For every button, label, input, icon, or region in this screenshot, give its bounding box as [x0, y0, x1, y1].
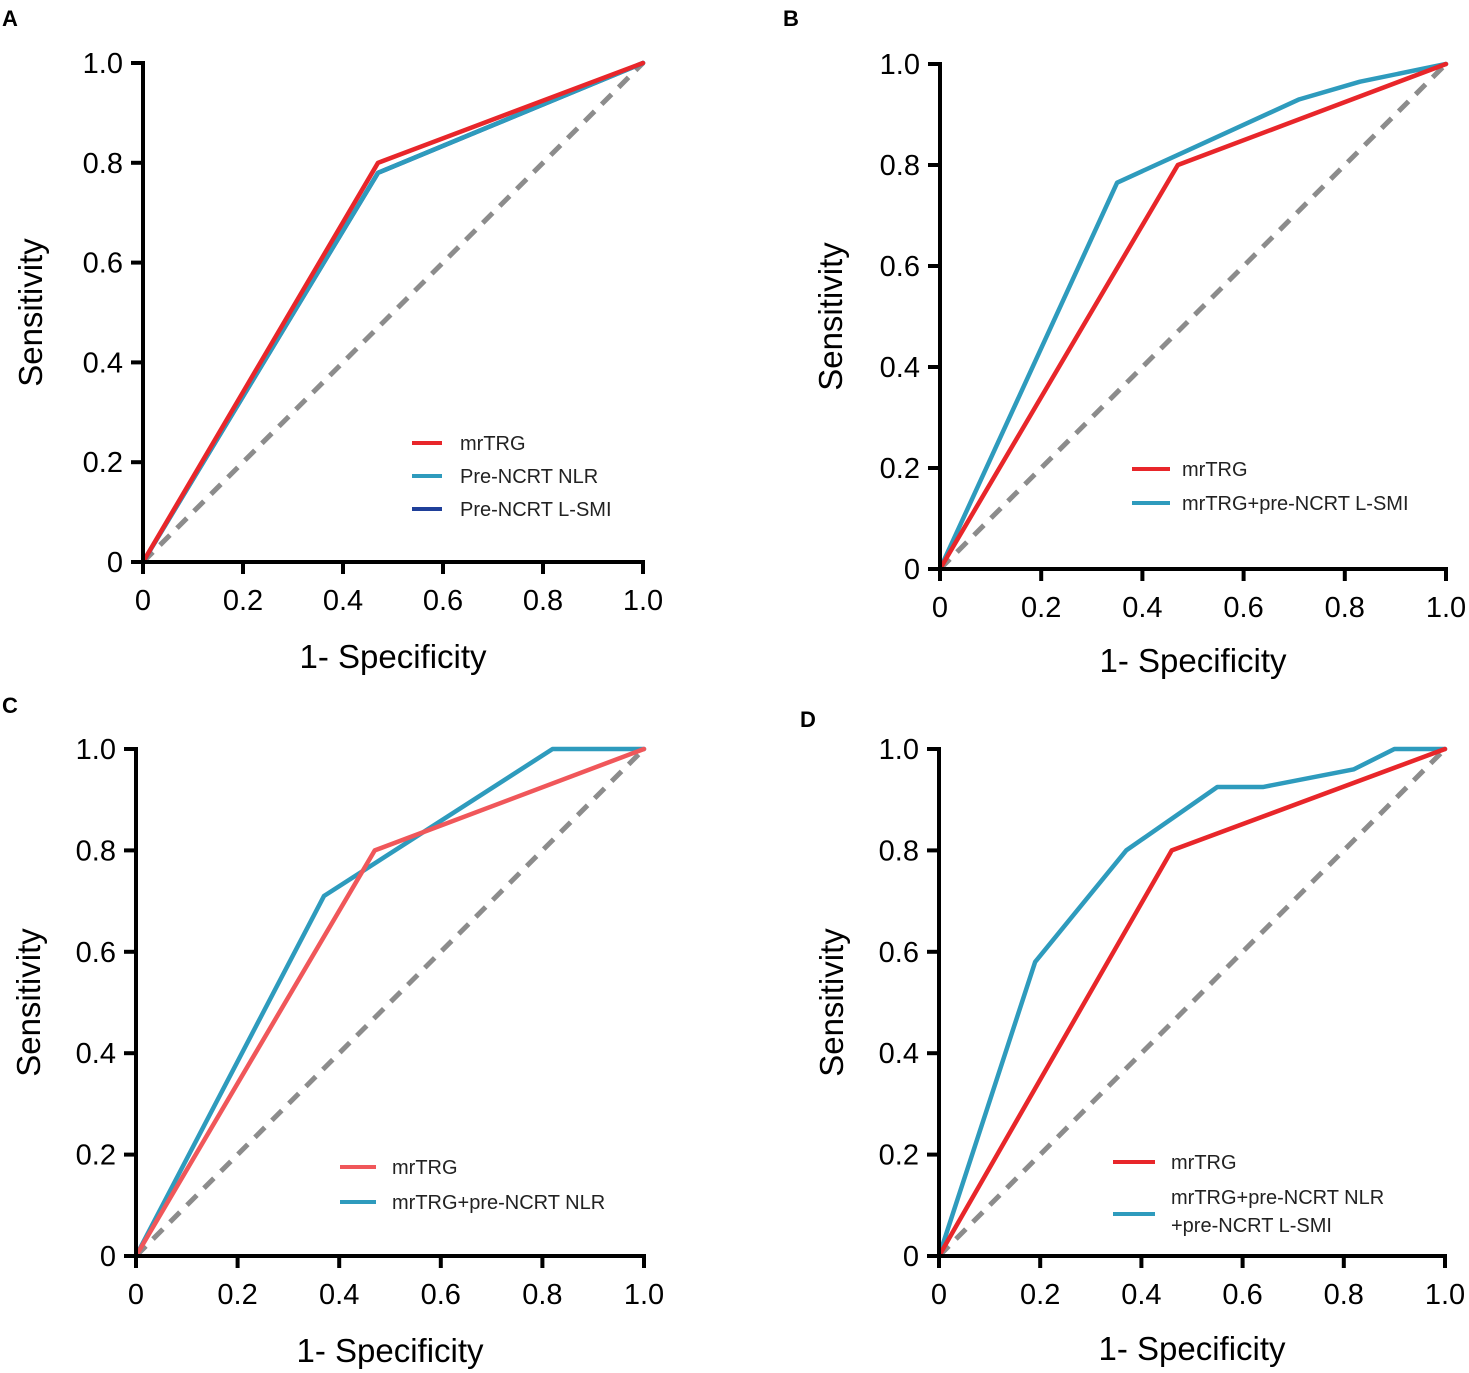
- x-tick-label: 0.6: [1222, 1279, 1262, 1311]
- y-tick-label: 0.4: [880, 352, 920, 384]
- chart-panel-b: B 0 0.2 0.4 0.6 0.8 1.0 0 0.2 0.4 0.6 0.8 1.0 Sensiti…: [783, 6, 1466, 679]
- series-line-1: [937, 61, 1449, 572]
- series-line-0: [936, 746, 1448, 1259]
- legend-label: Pre-NCRT L-SMI: [460, 499, 612, 521]
- y-axis-title: Sensitivity: [10, 928, 47, 1077]
- y-tick-label: 0.6: [76, 937, 116, 969]
- y-tick-label: 0.2: [879, 1140, 919, 1172]
- y-tick-label: 0.2: [880, 453, 920, 485]
- y-tick-label: 0.6: [83, 248, 123, 280]
- x-tick-label: 0.6: [423, 585, 463, 617]
- y-tick-label: 0: [100, 1241, 116, 1273]
- reference-diagonal: [141, 61, 645, 564]
- y-tick-label: 0.6: [880, 251, 920, 283]
- panel-letter: B: [783, 6, 799, 31]
- legend: mrTRG mrTRG+pre-NCRT NLR: [340, 1157, 605, 1214]
- y-tick-label: 0.2: [83, 447, 123, 479]
- series-line-0: [133, 746, 647, 1259]
- y-tick-label: 0: [904, 554, 920, 586]
- x-tick-label: 1.0: [623, 585, 663, 617]
- x-tick-label: 0.4: [319, 1279, 359, 1311]
- chart-panel-c: C 0 0.2 0.4 0.6 0.8 1.0 0 0.2 0.4 0.6 0.8 1.0 Sensiti…: [2, 693, 664, 1369]
- legend-label: mrTRG+pre-NCRT NLR: [1171, 1187, 1384, 1209]
- x-tick-label: 0.4: [323, 585, 363, 617]
- y-tick-label: 1.0: [879, 734, 919, 766]
- legend-label: mrTRG+pre-NCRT NLR: [392, 1192, 605, 1214]
- x-tick-label: 0: [931, 1279, 947, 1311]
- panel-letter: C: [2, 693, 18, 718]
- y-axis-title: Sensitivity: [813, 928, 850, 1077]
- x-tick-label: 0.2: [217, 1279, 257, 1311]
- x-tick-label: 0.8: [1324, 1279, 1364, 1311]
- y-tick-label: 0.2: [76, 1140, 116, 1172]
- x-axis-title: 1- Specificity: [1098, 1330, 1286, 1367]
- legend: mrTRG Pre-NCRT NLR Pre-NCRT L-SMI: [412, 433, 612, 521]
- x-tick-label: 0.6: [1223, 592, 1263, 624]
- y-tick-label: 1.0: [83, 48, 123, 80]
- legend-label: mrTRG+pre-NCRT L-SMI: [1182, 493, 1409, 515]
- series-line-0: [937, 61, 1449, 572]
- x-tick-label: 0.8: [522, 1279, 562, 1311]
- legend-label: mrTRG: [392, 1157, 458, 1179]
- reference-diagonal: [937, 747, 1447, 1258]
- y-tick-label: 0.4: [879, 1038, 919, 1070]
- y-tick-label: 0.8: [76, 835, 116, 867]
- y-axis-title: Sensitivity: [812, 242, 849, 391]
- legend: mrTRG mrTRG+pre-NCRT NLR +pre-NCRT L-SMI: [1113, 1152, 1384, 1237]
- x-tick-label: 0: [135, 585, 151, 617]
- x-tick-label: 0.6: [421, 1279, 461, 1311]
- y-tick-label: 0.4: [83, 347, 123, 379]
- x-tick-label: 0: [932, 592, 948, 624]
- x-axis-title: 1- Specificity: [296, 1332, 484, 1369]
- x-tick-label: 0.2: [1021, 592, 1061, 624]
- y-tick-label: 0.8: [879, 835, 919, 867]
- x-tick-label: 0.2: [1020, 1279, 1060, 1311]
- legend-label: mrTRG: [1182, 459, 1248, 481]
- x-tick-label: 1.0: [1426, 592, 1466, 624]
- series-line-1: [133, 746, 647, 1259]
- x-tick-label: 1.0: [1425, 1279, 1465, 1311]
- x-axis-title: 1- Specificity: [1099, 642, 1287, 679]
- reference-diagonal: [134, 747, 646, 1258]
- y-tick-label: 0.8: [880, 150, 920, 182]
- x-axis-title: 1- Specificity: [299, 638, 487, 675]
- legend-label: +pre-NCRT L-SMI: [1171, 1215, 1332, 1237]
- y-tick-label: 0.8: [83, 148, 123, 180]
- y-tick-label: 0.6: [879, 937, 919, 969]
- x-tick-label: 1.0: [624, 1279, 664, 1311]
- y-tick-label: 0.4: [76, 1038, 116, 1070]
- y-tick-label: 1.0: [880, 49, 920, 81]
- series-line-2: [140, 60, 646, 565]
- y-axis-title: Sensitivity: [12, 238, 49, 387]
- legend-label: mrTRG: [460, 433, 526, 455]
- chart-panel-a: A 0 0.2 0.4 0.6 0.8 1.0 0 0.2 0.4 0.6 0.8 1.0 Sensiti…: [2, 6, 663, 675]
- x-tick-label: 0.2: [223, 585, 263, 617]
- chart-panel-d: D 0 0.2 0.4 0.6 0.8 1.0 0 0.2 0.4 0.6 0.8 1.0 Sensiti…: [800, 707, 1465, 1367]
- legend-label: Pre-NCRT NLR: [460, 466, 598, 488]
- x-tick-label: 0.4: [1121, 1279, 1161, 1311]
- y-tick-label: 0: [903, 1241, 919, 1273]
- series-line-1: [936, 746, 1448, 1259]
- x-tick-label: 0.8: [523, 585, 563, 617]
- legend-label: mrTRG: [1171, 1152, 1237, 1174]
- x-tick-label: 0: [128, 1279, 144, 1311]
- panel-letter: A: [2, 6, 18, 31]
- panel-letter: D: [800, 707, 816, 732]
- x-tick-label: 0.8: [1325, 592, 1365, 624]
- x-tick-label: 0.4: [1122, 592, 1162, 624]
- y-tick-label: 0: [107, 547, 123, 579]
- y-tick-label: 1.0: [76, 734, 116, 766]
- legend: mrTRG mrTRG+pre-NCRT L-SMI: [1132, 459, 1409, 515]
